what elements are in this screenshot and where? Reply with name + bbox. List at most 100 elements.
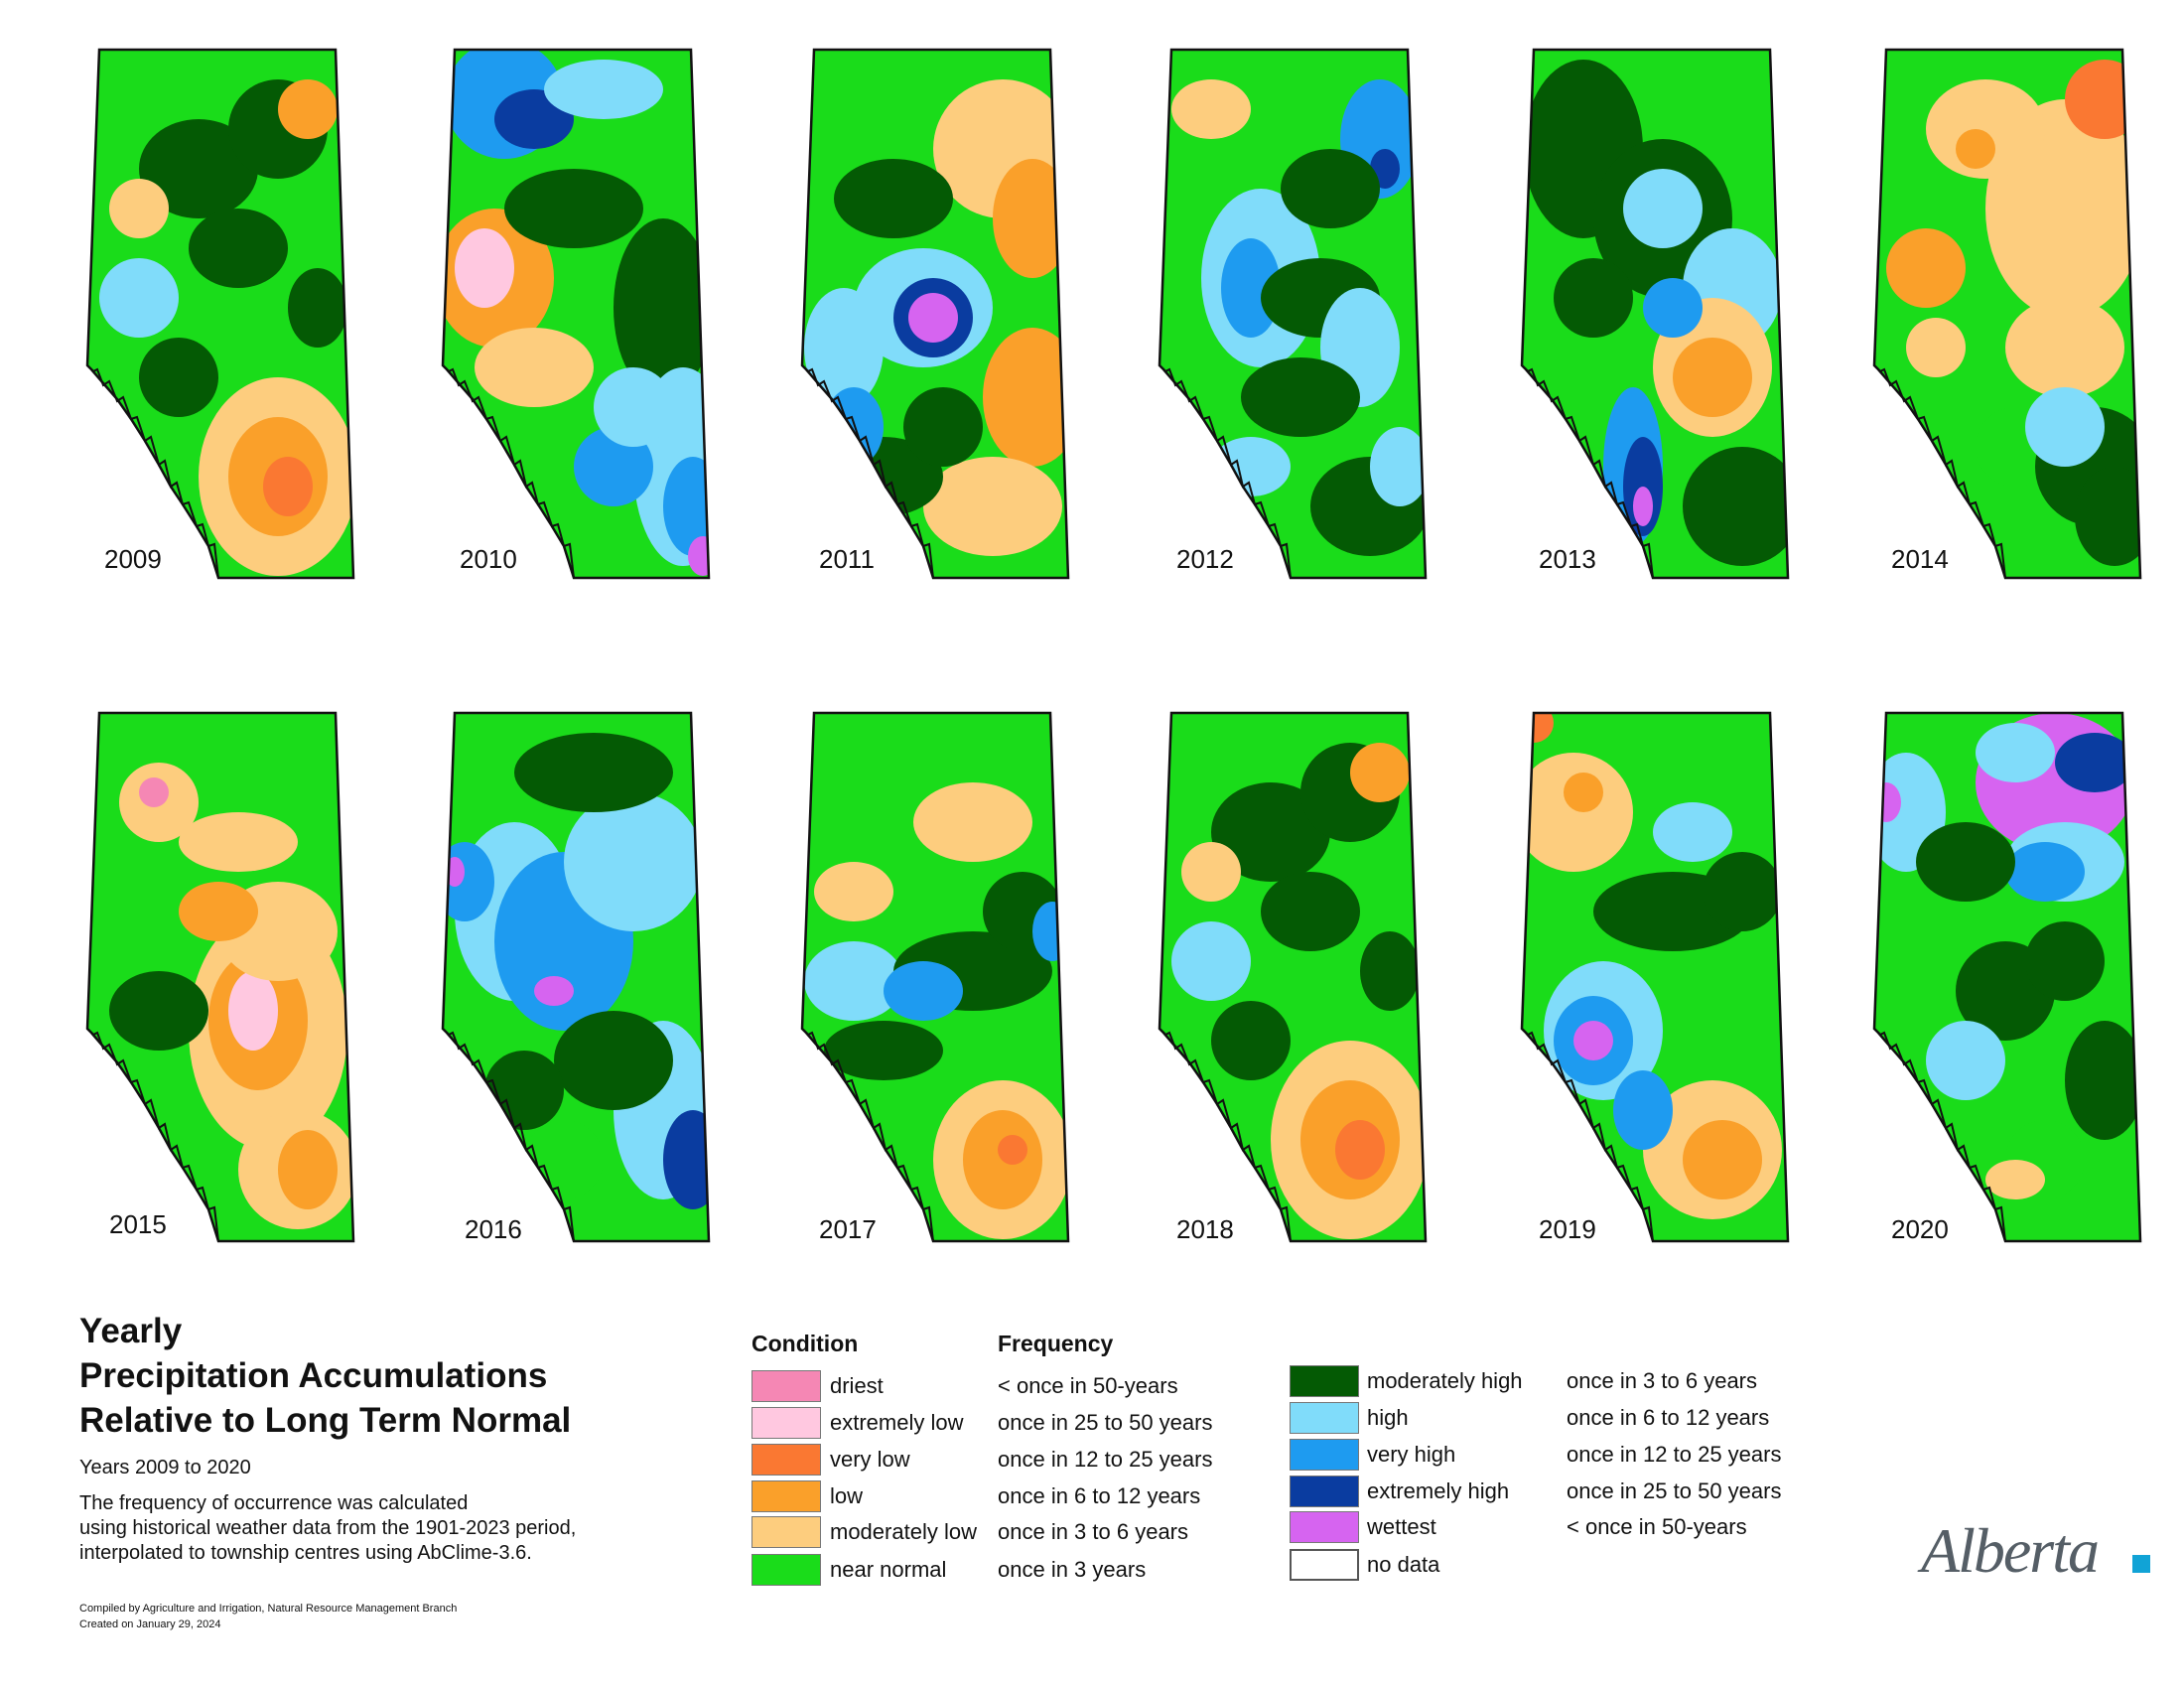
legend-condition-label: very low bbox=[830, 1447, 910, 1472]
map-year-label: 2018 bbox=[1176, 1214, 1234, 1244]
map-panel-2020: 2020 bbox=[1866, 711, 2184, 1269]
legend-swatch-high bbox=[1290, 1402, 1359, 1434]
legend-swatch-extremely-high bbox=[1290, 1476, 1359, 1507]
legend-frequency-label: < once in 50-years bbox=[998, 1373, 1178, 1398]
legend-frequency-label: once in 3 to 6 years bbox=[1567, 1368, 1758, 1393]
map-region-mh bbox=[1683, 447, 1788, 566]
legend-frequency-header: Frequency bbox=[998, 1331, 1114, 1356]
map-region-hi bbox=[1926, 1021, 2005, 1100]
mountain-boundary bbox=[1873, 1028, 2006, 1242]
map-region-vh bbox=[1032, 902, 1068, 961]
map-panel-2009: 2009 bbox=[79, 48, 397, 606]
map-region-hi bbox=[1171, 921, 1251, 1001]
legend-condition-label: driest bbox=[830, 1373, 884, 1398]
map-region-mh bbox=[1281, 149, 1380, 228]
map-region-we bbox=[908, 293, 958, 343]
map-region-ml bbox=[109, 179, 169, 238]
map-year-label: 2011 bbox=[819, 544, 875, 574]
legend-condition-label: very high bbox=[1367, 1442, 1456, 1467]
map-region-mh bbox=[1261, 872, 1360, 951]
province-outline bbox=[1520, 48, 1790, 580]
map-region-hi bbox=[1976, 723, 2055, 782]
map-region-vl bbox=[1335, 1120, 1385, 1180]
title-block: Yearly Precipitation Accumulations Relat… bbox=[79, 1309, 695, 1566]
mountain-boundary bbox=[1521, 364, 1654, 579]
map-region-we bbox=[688, 536, 709, 576]
map-title-line-1: Yearly bbox=[79, 1312, 183, 1350]
map-region-ml bbox=[1926, 79, 2045, 179]
legend-condition-label: high bbox=[1367, 1405, 1409, 1430]
map-panel-2015: 2015 bbox=[79, 711, 397, 1269]
map-region-lo bbox=[983, 328, 1068, 467]
map-region-hi bbox=[1653, 802, 1732, 862]
legend-frequency-label: once in 6 to 12 years bbox=[998, 1483, 1201, 1508]
map-region-ml bbox=[1985, 1160, 2045, 1199]
mountain-boundary bbox=[1521, 1028, 1654, 1242]
map-region-hi bbox=[564, 792, 703, 931]
map-year-label: 2016 bbox=[465, 1214, 522, 1244]
map-region-ml bbox=[1906, 318, 1966, 377]
map-region-lo bbox=[993, 159, 1068, 278]
map-region-mh bbox=[288, 268, 347, 348]
map-region-dr bbox=[139, 777, 169, 807]
map-region-mh bbox=[1360, 931, 1420, 1011]
province-outline bbox=[1158, 711, 1428, 1243]
province-outline bbox=[1158, 48, 1428, 580]
map-region-mh bbox=[514, 733, 673, 812]
map-panel-2018: 2018 bbox=[1152, 711, 1469, 1269]
map-region-we bbox=[1874, 782, 1901, 822]
map-year-label: 2020 bbox=[1891, 1214, 1949, 1244]
map-year-label: 2014 bbox=[1891, 544, 1949, 574]
map-region-mh bbox=[834, 159, 953, 238]
map-panel-2010: 2010 bbox=[435, 48, 752, 606]
province-outline bbox=[441, 711, 711, 1243]
legend-condition-label: moderately low bbox=[830, 1519, 977, 1544]
map-region-mh bbox=[2065, 1021, 2140, 1140]
map-region-vl bbox=[263, 457, 313, 516]
map-region-ml bbox=[913, 782, 1032, 862]
precipitation-map-2012 bbox=[1158, 48, 1428, 580]
credit-compiled: Compiled by Agriculture and Irrigation, … bbox=[79, 1603, 458, 1615]
alberta-logo-square-icon bbox=[2132, 1555, 2150, 1573]
map-region-lo bbox=[278, 79, 338, 139]
legend-swatch-wettest bbox=[1290, 1511, 1359, 1543]
legend-condition-label: near normal bbox=[830, 1557, 947, 1582]
map-region-hi bbox=[1370, 427, 1426, 506]
province-outline bbox=[800, 711, 1070, 1243]
map-region-hi bbox=[544, 60, 663, 119]
map-region-vh bbox=[884, 961, 963, 1021]
map-region-ml bbox=[179, 812, 298, 872]
legend-swatch-extremely-low bbox=[751, 1407, 821, 1439]
map-year-label: 2009 bbox=[104, 544, 162, 574]
precipitation-map-2017 bbox=[800, 711, 1070, 1243]
legend-frequency-label: once in 3 to 6 years bbox=[998, 1519, 1189, 1544]
mountain-boundary bbox=[86, 1028, 219, 1242]
map-region-hi bbox=[1623, 169, 1703, 248]
mountain-boundary bbox=[1159, 364, 1292, 579]
mountain-boundary bbox=[442, 364, 575, 579]
map-panel-2017: 2017 bbox=[794, 711, 1112, 1269]
map-region-ml bbox=[1171, 79, 1251, 139]
map-region-mh bbox=[139, 119, 258, 218]
credit-created: Created on January 29, 2024 bbox=[79, 1618, 221, 1630]
map-region-xl bbox=[455, 228, 514, 308]
legend-swatch-moderately-low bbox=[751, 1516, 821, 1548]
province-outline bbox=[85, 48, 355, 580]
map-region-mh bbox=[824, 1021, 943, 1080]
legend-frequency-label: once in 25 to 50 years bbox=[998, 1410, 1213, 1435]
map-region-lo bbox=[1350, 743, 1410, 802]
legend-condition-label: wettest bbox=[1367, 1514, 1436, 1539]
map-region-we bbox=[1633, 487, 1653, 526]
legend-swatch-low bbox=[751, 1480, 821, 1512]
map-region-mh bbox=[1916, 822, 2015, 902]
map-region-we bbox=[534, 976, 574, 1006]
map-year-label: 2012 bbox=[1176, 544, 1234, 574]
province-outline bbox=[85, 711, 355, 1243]
map-region-mh bbox=[1554, 258, 1633, 338]
map-region-vh bbox=[663, 457, 709, 556]
precipitation-map-2009 bbox=[85, 48, 355, 580]
map-region-mh bbox=[1211, 782, 1330, 882]
mountain-boundary bbox=[86, 364, 219, 579]
legend-swatch-near-normal bbox=[751, 1554, 821, 1586]
precipitation-map-2016 bbox=[441, 711, 711, 1243]
